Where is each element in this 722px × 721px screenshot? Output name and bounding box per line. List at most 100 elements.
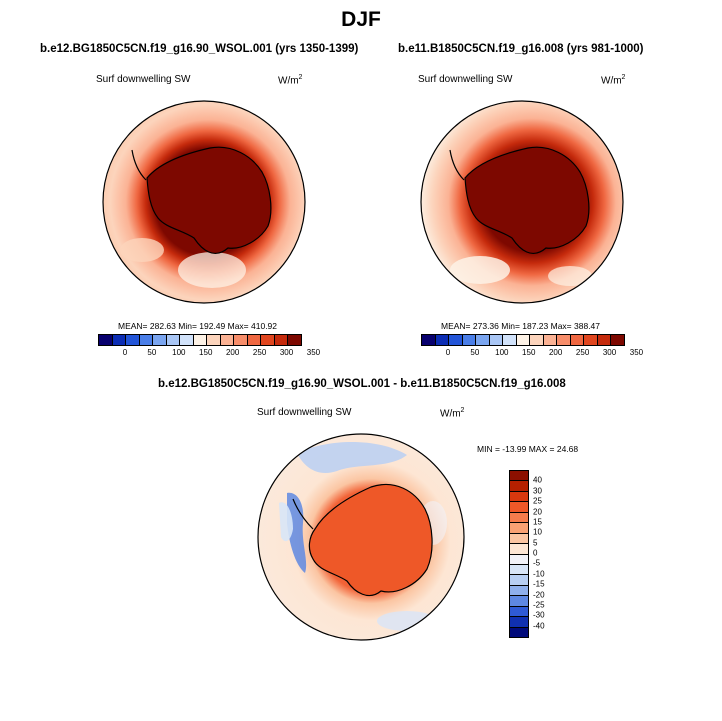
colorbar-tick-label: 200 (225, 348, 240, 357)
panel-3-negative-anomaly-north (297, 442, 407, 473)
colorbar-cell (510, 596, 528, 607)
panel-2-low-sw-patch (450, 256, 510, 284)
colorbar-cell (510, 575, 528, 586)
colorbar-tick-label: -15 (533, 579, 545, 589)
colorbar-cell (462, 335, 477, 345)
panel-3-colorbar (509, 470, 529, 638)
colorbar-cell (288, 335, 301, 345)
figure-title: DJF (341, 8, 381, 31)
colorbar-cell (274, 335, 289, 345)
colorbar-tick-label: 100 (495, 348, 509, 357)
colorbar-cell (207, 335, 221, 345)
panel-2-title: b.e11.B1850C5CN.f19_g16.008 (yrs 981-100… (398, 43, 644, 55)
panel-1-polar-map (102, 100, 306, 304)
colorbar-tick-label: 100 (172, 348, 186, 357)
colorbar-cell (510, 627, 528, 637)
colorbar-tick-label: 300 (602, 348, 617, 357)
colorbar-cell (510, 523, 528, 534)
panel-3-title: b.e12.BG1850C5CN.f19_g16.90_WSOL.001 - b… (158, 378, 566, 390)
colorbar-tick-label: 15 (533, 517, 542, 527)
colorbar-tick-label: 40 (533, 475, 542, 485)
colorbar-tick-label: 50 (147, 348, 157, 357)
panel-1-variable-label: Surf downwelling SW (96, 74, 191, 85)
colorbar-cell (193, 335, 208, 345)
panel-2-colorbar-labels: 0 50 100 150 200 250 300 350 (421, 348, 643, 360)
colorbar-tick-label: 250 (575, 348, 590, 357)
colorbar-cell (543, 335, 558, 345)
colorbar-tick-label: 0 (445, 348, 451, 357)
colorbar-cell (584, 335, 598, 345)
colorbar-cell (449, 335, 463, 345)
colorbar-cell (422, 335, 436, 345)
colorbar-cell (510, 564, 528, 576)
colorbar-cell (510, 481, 528, 492)
colorbar-cell (99, 335, 113, 345)
colorbar-cell (139, 335, 154, 345)
colorbar-tick-label: 25 (533, 496, 542, 506)
panel-3-antarctica-outline (308, 483, 433, 596)
colorbar-tick-label: 250 (252, 348, 267, 357)
panel-1-stats: MEAN= 282.63 Min= 192.49 Max= 410.92 (118, 321, 278, 331)
colorbar-tick-label: 0 (533, 548, 538, 558)
colorbar-cell (516, 335, 531, 345)
colorbar-cell (510, 585, 528, 597)
panel-3-peninsula-coast (292, 498, 314, 530)
panel-2-polar-map (420, 100, 624, 304)
panel-2-antarctica-outline (464, 146, 590, 254)
panel-1-antarctica-outline (146, 146, 272, 254)
panel-1-units: W/m2 (278, 74, 303, 87)
colorbar-cell (510, 491, 528, 503)
colorbar-cell (510, 606, 528, 618)
panel-1-title: b.e12.BG1850C5CN.f19_g16.90_WSOL.001 (yr… (40, 43, 359, 55)
colorbar-cell (234, 335, 248, 345)
colorbar-cell (510, 502, 528, 513)
colorbar-tick-label: -10 (533, 569, 545, 579)
colorbar-tick-label: 5 (533, 538, 538, 548)
panel-3-variable-label: Surf downwelling SW (257, 407, 352, 418)
panel-2-units: W/m2 (601, 74, 626, 87)
colorbar-tick-label: 300 (279, 348, 294, 357)
colorbar-tick-label: 10 (533, 527, 542, 537)
colorbar-tick-label: 150 (199, 348, 213, 357)
colorbar-cell (247, 335, 262, 345)
panel-2-variable-label: Surf downwelling SW (418, 74, 513, 85)
colorbar-tick-label: 20 (533, 507, 542, 516)
colorbar-cell (510, 554, 528, 565)
panel-3-negative-anomaly-peninsula (287, 492, 307, 573)
colorbar-cell (510, 471, 528, 482)
colorbar-tick-label: -40 (533, 621, 545, 631)
panel-1-peninsula-coast (131, 149, 147, 181)
colorbar-cell (166, 335, 181, 345)
panel-1-low-sw-patch (178, 252, 246, 288)
panel-3-colorbar-labels: 40 30 25 20 15 10 5 0 -5 -10 -15 -20 -25 -30 -40 (533, 470, 563, 636)
colorbar-cell (126, 335, 140, 345)
colorbar-tick-label: 0 (122, 348, 128, 357)
colorbar-tick-label: 30 (533, 486, 542, 496)
panel-1-colorbar-labels: 0 50 100 150 200 250 300 350 (98, 348, 320, 360)
colorbar-cell (510, 617, 528, 628)
panel-3-polar-map (257, 433, 465, 641)
colorbar-tick-label: -5 (533, 558, 541, 568)
colorbar-cell (503, 335, 517, 345)
colorbar-tick-label: 150 (522, 348, 536, 357)
colorbar-cell (611, 335, 624, 345)
panel-3-units: W/m2 (440, 407, 465, 420)
panel-3-stats: MIN = -13.99 MAX = 24.68 (477, 444, 579, 454)
colorbar-tick-label: 50 (470, 348, 480, 357)
colorbar-tick-label: -30 (533, 610, 545, 620)
panel-2-stats: MEAN= 273.36 Min= 187.23 Max= 388.47 (441, 321, 601, 331)
colorbar-cell (153, 335, 167, 345)
colorbar-cell (435, 335, 450, 345)
colorbar-tick-label: -20 (533, 590, 545, 599)
colorbar-cell (557, 335, 571, 345)
colorbar-cell (510, 544, 528, 555)
panel-2-colorbar (421, 334, 625, 346)
colorbar-cell (180, 335, 194, 345)
colorbar-cell (489, 335, 504, 345)
colorbar-cell (597, 335, 612, 345)
colorbar-tick-label: 200 (548, 348, 563, 357)
colorbar-cell (476, 335, 490, 345)
colorbar-cell (510, 533, 528, 545)
colorbar-tick-label: -25 (533, 600, 545, 610)
colorbar-cell (510, 512, 528, 524)
